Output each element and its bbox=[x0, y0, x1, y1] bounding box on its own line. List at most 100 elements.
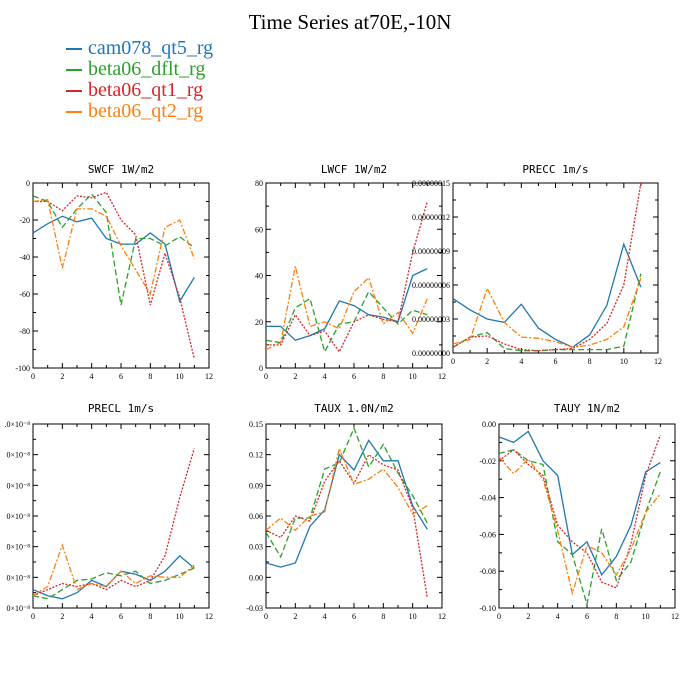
panel-title: TAUY 1N/m2 bbox=[554, 402, 620, 415]
legend: cam078_qt5_rg beta06_dflt_rg beta06_qt1_… bbox=[66, 38, 213, 122]
legend-swatch-qt1 bbox=[66, 89, 82, 92]
x-tick-label: 0 bbox=[264, 612, 268, 621]
plot-frame bbox=[498, 423, 676, 609]
legend-label-cam078: cam078_qt5_rg bbox=[88, 37, 214, 59]
x-tick-label: 12 bbox=[438, 372, 446, 381]
series-line-3 bbox=[33, 191, 195, 359]
x-tick-label: 6 bbox=[352, 612, 356, 621]
x-tick-label: 4 bbox=[90, 612, 94, 621]
series-line-3 bbox=[33, 448, 195, 597]
y-tick-label: 0 bbox=[259, 364, 263, 373]
x-tick-label: 0 bbox=[31, 612, 35, 621]
x-tick-label: 8 bbox=[148, 372, 152, 381]
panel-3: PRECC 1m/s 0 2 4 6 8 10 12 0.00000015 0.00000012 0… bbox=[412, 163, 662, 366]
y-tick-label: 0×10⁻⁸ bbox=[6, 481, 30, 490]
panel-5: TAUX 1.0N/m2 0 2 4 6 8 10 12 0.15 0.12 0.09 0.06 0.0… bbox=[246, 402, 446, 621]
plot-frame bbox=[265, 182, 443, 369]
y-tick-label: 0.09 bbox=[249, 481, 263, 490]
y-tick-label: -0.02 bbox=[479, 457, 496, 466]
x-tick-label: 6 bbox=[119, 612, 123, 621]
y-tick-label: 0×10⁻⁸ bbox=[6, 543, 30, 552]
y-tick-label: 0.00000015 bbox=[412, 179, 450, 188]
x-tick-label: 6 bbox=[352, 372, 356, 381]
series-line-3 bbox=[453, 183, 642, 352]
legend-label-dflt: beta06_dflt_rg bbox=[88, 58, 206, 80]
series-line-4 bbox=[453, 277, 642, 348]
legend-item-qt2: beta06_qt2_rg bbox=[66, 101, 213, 122]
plot-frame bbox=[32, 182, 210, 369]
y-tick-label: 0.06 bbox=[249, 512, 263, 521]
y-tick-label: -0.04 bbox=[479, 494, 496, 503]
series-line-2 bbox=[266, 290, 428, 354]
x-tick-label: 12 bbox=[205, 612, 213, 621]
y-tick-label: 0 bbox=[26, 179, 30, 188]
panel-title: TAUX 1.0N/m2 bbox=[314, 402, 393, 415]
panel-1: SWCF 1W/m2 0 2 4 6 8 10 12 0 -20 -40 -60 -80 -100 bbox=[15, 163, 213, 381]
x-tick-label: 8 bbox=[381, 612, 385, 621]
x-tick-label: 2 bbox=[485, 357, 489, 366]
y-tick-label: 0.00000006 bbox=[412, 281, 450, 290]
series-line-4 bbox=[33, 198, 195, 296]
y-tick-label: -60 bbox=[19, 290, 30, 299]
y-tick-label: 0×10⁻⁸ bbox=[6, 573, 30, 582]
y-tick-label: 60 bbox=[255, 225, 263, 234]
y-tick-label: 0.03 bbox=[249, 543, 263, 552]
series-line-1 bbox=[453, 242, 642, 349]
legend-label-qt2: beta06_qt2_rg bbox=[88, 100, 204, 122]
x-tick-label: 12 bbox=[438, 612, 446, 621]
x-tick-label: 10 bbox=[176, 612, 184, 621]
panel-title: PRECL 1m/s bbox=[88, 402, 154, 415]
series-line-4 bbox=[266, 446, 428, 532]
x-tick-label: 4 bbox=[519, 357, 523, 366]
x-tick-label: 10 bbox=[409, 612, 417, 621]
x-tick-label: 6 bbox=[554, 357, 558, 366]
panel-4: PRECL 1m/s 0 2 4 6 8 10 12 .0×10⁻⁸ 0×10⁻⁸ 0×10⁻⁸ 0×… bbox=[4, 402, 213, 621]
plot-frame bbox=[452, 182, 659, 354]
series-line-2 bbox=[499, 449, 661, 605]
y-tick-label: -0.03 bbox=[246, 604, 263, 613]
y-tick-label: 0.00 bbox=[249, 573, 263, 582]
x-tick-label: 12 bbox=[205, 372, 213, 381]
y-tick-label: -20 bbox=[19, 216, 30, 225]
y-tick-label: 80 bbox=[255, 179, 263, 188]
series-line-2 bbox=[33, 567, 195, 600]
plot-frame bbox=[265, 423, 443, 609]
series-line-1 bbox=[266, 268, 428, 342]
series-line-3 bbox=[499, 434, 661, 589]
x-tick-label: 2 bbox=[60, 612, 64, 621]
y-tick-label: -0.08 bbox=[479, 567, 496, 576]
legend-swatch-cam078 bbox=[66, 47, 82, 50]
legend-item-cam078: cam078_qt5_rg bbox=[66, 38, 213, 59]
x-tick-label: 12 bbox=[671, 612, 679, 621]
x-tick-label: 8 bbox=[588, 357, 592, 366]
y-tick-label: 0×10⁻⁸ bbox=[6, 604, 30, 613]
legend-label-qt1: beta06_qt1_rg bbox=[88, 79, 204, 101]
y-tick-label: 20 bbox=[255, 318, 263, 327]
x-tick-label: 10 bbox=[642, 612, 650, 621]
panel-2: LWCF 1W/m2 0 2 4 6 8 10 12 80 60 40 20 0 bbox=[255, 163, 446, 381]
y-tick-label: 0.00000000 bbox=[412, 349, 450, 358]
x-tick-label: 2 bbox=[60, 372, 64, 381]
x-tick-label: 6 bbox=[585, 612, 589, 621]
panel-title: SWCF 1W/m2 bbox=[88, 163, 154, 176]
y-tick-label: -80 bbox=[19, 327, 30, 336]
x-tick-label: 2 bbox=[526, 612, 530, 621]
x-tick-label: 10 bbox=[620, 357, 628, 366]
legend-item-qt1: beta06_qt1_rg bbox=[66, 80, 213, 101]
y-tick-label: 0.00000003 bbox=[412, 315, 450, 324]
y-tick-label: 0×10⁻⁸ bbox=[6, 512, 30, 521]
y-tick-label: -40 bbox=[19, 253, 30, 262]
y-tick-label: 0.00000009 bbox=[412, 247, 450, 256]
x-tick-label: 12 bbox=[654, 357, 662, 366]
y-tick-label: 40 bbox=[255, 272, 263, 281]
legend-swatch-dflt bbox=[66, 68, 82, 71]
legend-item-dflt: beta06_dflt_rg bbox=[66, 59, 213, 80]
figure-title: Time Series at70E,-10N bbox=[248, 10, 452, 34]
series-line-3 bbox=[266, 453, 428, 598]
panel-6: TAUY 1N/m2 0 2 4 6 8 10 12 0.00 -0.02 -0.04 -0.06 -0… bbox=[479, 402, 679, 621]
y-tick-label: 0.15 bbox=[249, 420, 263, 429]
panel-title: PRECC 1m/s bbox=[522, 163, 588, 176]
y-tick-label: -0.10 bbox=[479, 604, 496, 613]
